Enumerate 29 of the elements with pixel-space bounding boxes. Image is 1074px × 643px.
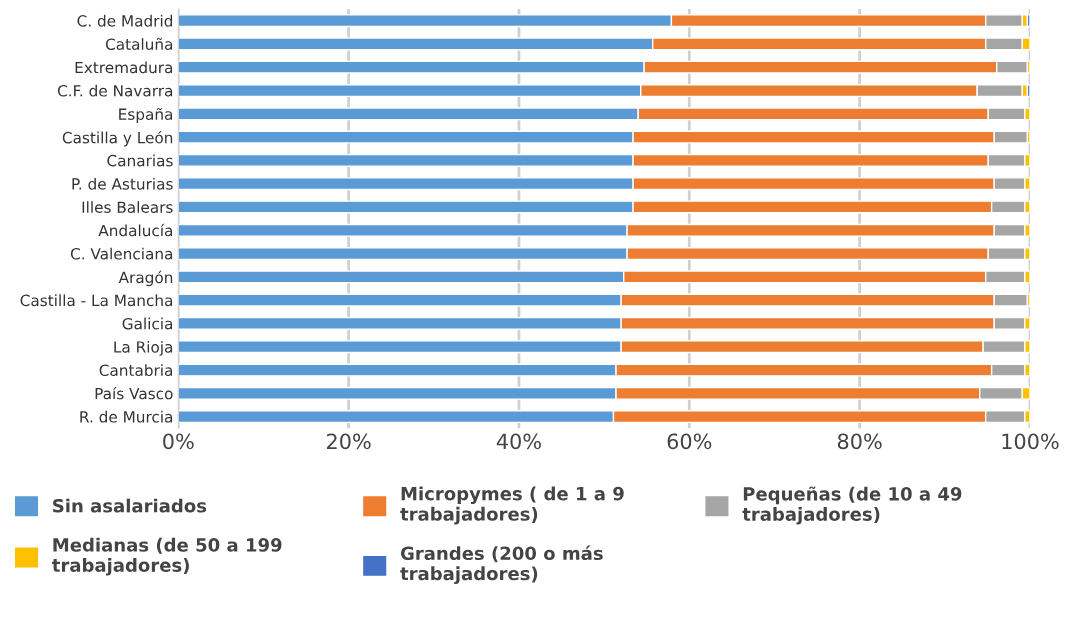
legend-label: Grandes (200 o más trabajadores)	[400, 545, 603, 584]
legend-label: Micropymes ( de 1 a 9 trabajadores)	[400, 486, 624, 525]
y-tick-label: C. de Madrid	[77, 14, 173, 27]
y-tick-label: Castilla y León	[62, 130, 173, 147]
y-tick-label: Canarias	[107, 154, 173, 167]
y-tick-label: Cataluña	[105, 37, 173, 50]
y-tick-label: Illes Balears	[82, 201, 173, 213]
y-tick-label: País Vasco	[95, 386, 173, 400]
y-tick-label: C.F. de Navarra	[57, 84, 173, 97]
y-tick-label: Extremadura	[75, 61, 173, 74]
x-tick-label: 20%	[326, 433, 371, 450]
x-tick-label: 80%	[837, 433, 882, 450]
y-tick-label: Galicia	[122, 317, 173, 330]
x-tick-label: 0%	[163, 433, 194, 450]
y-tick-label: La Rioja	[114, 340, 173, 356]
y-tick-label: P. de Asturias	[72, 177, 173, 190]
y-tick-label: España	[119, 107, 173, 123]
x-tick-label: 100%	[1002, 433, 1059, 450]
y-tick-label: R. de Murcia	[80, 410, 173, 423]
y-tick-label: Castilla - La Mancha	[20, 294, 173, 307]
y-tick-label: Cantabria	[99, 364, 173, 377]
y-tick-label: Andalucía	[98, 223, 173, 237]
y-tick-label: C. Valenciana	[70, 247, 173, 260]
legend-label: Medianas (de 50 a 199 trabajadores)	[52, 537, 282, 576]
legend-label: Pequeñas (de 10 a 49 trabajadores)	[742, 486, 962, 525]
legend-label: Sin asalariados	[53, 498, 207, 513]
x-tick-label: 60%	[667, 433, 712, 450]
x-tick-label: 40%	[496, 433, 541, 450]
y-tick-label: Aragón	[118, 270, 173, 287]
